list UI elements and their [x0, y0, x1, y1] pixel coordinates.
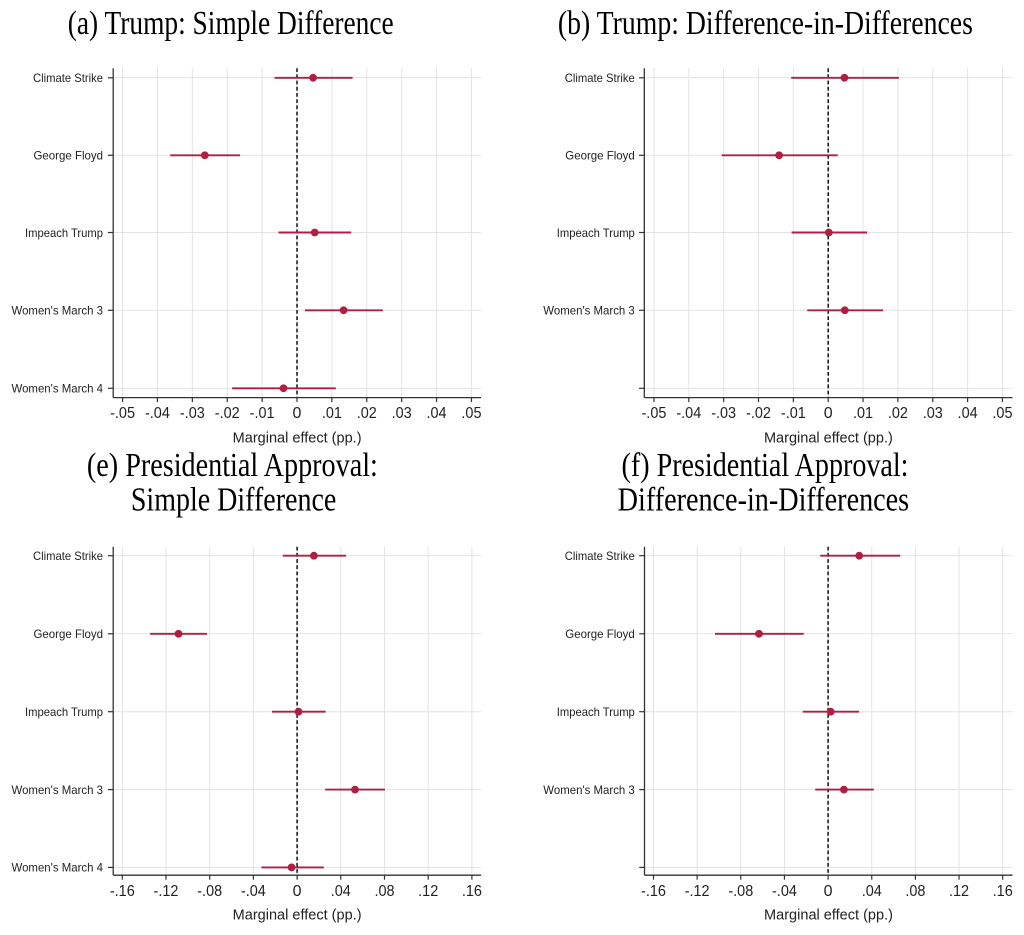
svg-text:Marginal effect (pp.): Marginal effect (pp.)	[233, 907, 362, 924]
svg-text:0: 0	[824, 405, 833, 422]
svg-text:(a) Trump: Simple Difference: (a) Trump: Simple Difference	[68, 5, 394, 42]
svg-text:Women's March 3: Women's March 3	[543, 783, 635, 797]
svg-text:-.08: -.08	[728, 883, 753, 900]
svg-text:.12: .12	[418, 883, 438, 900]
svg-text:-.04: -.04	[772, 883, 797, 900]
svg-text:Impeach Trump: Impeach Trump	[557, 705, 635, 719]
svg-text:-.03: -.03	[180, 405, 205, 422]
svg-text:.05: .05	[992, 405, 1012, 422]
svg-text:-.01: -.01	[781, 405, 806, 422]
svg-text:0: 0	[293, 405, 302, 422]
svg-text:Women's March 4: Women's March 4	[12, 861, 104, 875]
svg-text:George Floyd: George Floyd	[34, 627, 104, 641]
svg-text:.01: .01	[853, 405, 873, 422]
svg-text:0: 0	[293, 883, 302, 900]
svg-text:Climate Strike: Climate Strike	[33, 549, 103, 563]
svg-text:-.02: -.02	[746, 405, 771, 422]
svg-text:-.05: -.05	[642, 405, 667, 422]
svg-text:-.01: -.01	[250, 405, 275, 422]
svg-text:Impeach Trump: Impeach Trump	[557, 226, 635, 240]
svg-text:Difference-in-Differences: Difference-in-Differences	[618, 482, 910, 519]
svg-text:Women's March 3: Women's March 3	[12, 783, 104, 797]
svg-text:.04: .04	[958, 405, 978, 422]
svg-text:Simple Difference: Simple Difference	[131, 482, 337, 519]
svg-text:.04: .04	[862, 883, 882, 900]
svg-text:.04: .04	[331, 883, 351, 900]
svg-text:Climate Strike: Climate Strike	[565, 549, 635, 563]
svg-text:(b) Trump: Difference-in-Diffe: (b) Trump: Difference-in-Differences	[558, 5, 973, 42]
svg-text:-.12: -.12	[154, 883, 179, 900]
svg-text:Women's March 3: Women's March 3	[12, 304, 104, 318]
svg-text:.16: .16	[993, 883, 1013, 900]
svg-text:George Floyd: George Floyd	[565, 627, 635, 641]
svg-text:-.03: -.03	[711, 405, 736, 422]
svg-text:Marginal effect (pp.): Marginal effect (pp.)	[764, 907, 893, 924]
svg-text:-.04: -.04	[676, 405, 701, 422]
svg-text:.04: .04	[427, 405, 447, 422]
svg-text:Climate Strike: Climate Strike	[565, 71, 635, 85]
svg-text:Marginal effect (pp.): Marginal effect (pp.)	[764, 429, 893, 446]
svg-text:Marginal effect (pp.): Marginal effect (pp.)	[233, 429, 362, 446]
svg-text:-.04: -.04	[145, 405, 170, 422]
svg-text:.12: .12	[949, 883, 969, 900]
svg-text:.08: .08	[905, 883, 925, 900]
svg-text:.02: .02	[888, 405, 908, 422]
svg-text:.01: .01	[322, 405, 342, 422]
svg-text:-.04: -.04	[241, 883, 266, 900]
svg-text:(e) Presidential Approval:: (e) Presidential Approval:	[87, 447, 378, 484]
svg-text:.02: .02	[357, 405, 377, 422]
svg-text:Women's March 4: Women's March 4	[12, 382, 104, 396]
svg-text:Impeach Trump: Impeach Trump	[25, 226, 103, 240]
svg-text:Impeach Trump: Impeach Trump	[25, 705, 103, 719]
svg-text:-.05: -.05	[110, 405, 135, 422]
svg-text:.05: .05	[461, 405, 481, 422]
svg-text:.08: .08	[374, 883, 394, 900]
svg-text:.03: .03	[392, 405, 412, 422]
svg-text:-.08: -.08	[197, 883, 222, 900]
svg-text:George Floyd: George Floyd	[565, 149, 635, 163]
svg-text:0: 0	[824, 883, 833, 900]
svg-text:Climate Strike: Climate Strike	[33, 71, 103, 85]
svg-text:-.16: -.16	[641, 883, 666, 900]
svg-text:-.16: -.16	[110, 883, 135, 900]
svg-text:Women's March 3: Women's March 3	[543, 304, 635, 318]
svg-text:-.12: -.12	[685, 883, 710, 900]
svg-text:George Floyd: George Floyd	[34, 149, 104, 163]
svg-text:.03: .03	[923, 405, 943, 422]
svg-text:.16: .16	[462, 883, 482, 900]
svg-text:-.02: -.02	[215, 405, 240, 422]
svg-text:(f) Presidential Approval:: (f) Presidential Approval:	[622, 447, 909, 484]
